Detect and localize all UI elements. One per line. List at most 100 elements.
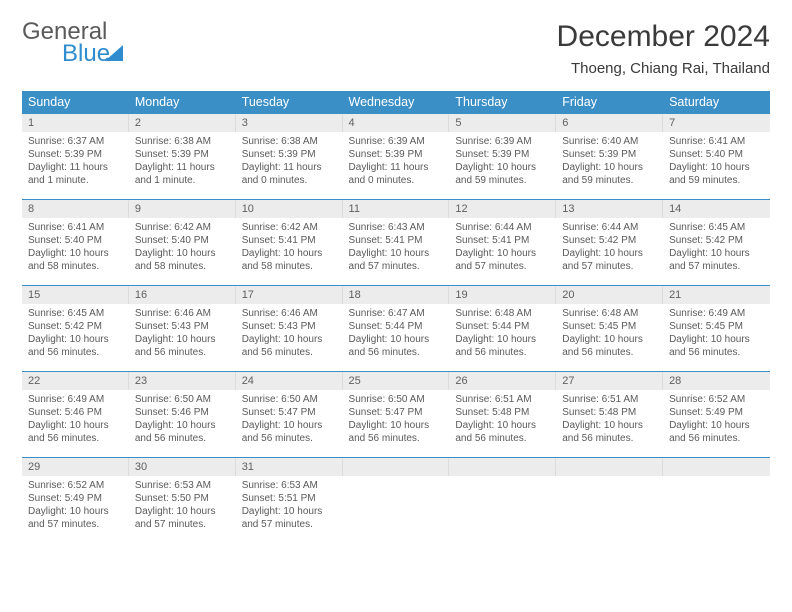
- weekday-header: Saturday: [663, 91, 770, 114]
- day-number: 12: [449, 200, 556, 218]
- day-content: [663, 476, 770, 533]
- sunrise-text: Sunrise: 6:42 AM: [135, 221, 230, 234]
- sunset-text: Sunset: 5:42 PM: [669, 234, 764, 247]
- weekday-header: Wednesday: [343, 91, 450, 114]
- day-content: Sunrise: 6:50 AMSunset: 5:46 PMDaylight:…: [129, 390, 236, 449]
- sunrise-text: Sunrise: 6:50 AM: [135, 393, 230, 406]
- day-content: Sunrise: 6:40 AMSunset: 5:39 PMDaylight:…: [556, 132, 663, 191]
- sunrise-text: Sunrise: 6:46 AM: [135, 307, 230, 320]
- day-content: Sunrise: 6:43 AMSunset: 5:41 PMDaylight:…: [343, 218, 450, 277]
- sunrise-text: Sunrise: 6:45 AM: [669, 221, 764, 234]
- day-cell: 3Sunrise: 6:38 AMSunset: 5:39 PMDaylight…: [236, 114, 343, 200]
- sunset-text: Sunset: 5:39 PM: [28, 148, 123, 161]
- day-content: Sunrise: 6:51 AMSunset: 5:48 PMDaylight:…: [449, 390, 556, 449]
- day-number: 29: [22, 458, 129, 476]
- sunrise-text: Sunrise: 6:37 AM: [28, 135, 123, 148]
- weekday-header: Tuesday: [236, 91, 343, 114]
- sunset-text: Sunset: 5:48 PM: [455, 406, 550, 419]
- day-content: Sunrise: 6:39 AMSunset: 5:39 PMDaylight:…: [343, 132, 450, 191]
- day-content: [449, 476, 556, 533]
- sunset-text: Sunset: 5:47 PM: [242, 406, 337, 419]
- day-cell: 18Sunrise: 6:47 AMSunset: 5:44 PMDayligh…: [343, 286, 450, 372]
- day-cell: 28Sunrise: 6:52 AMSunset: 5:49 PMDayligh…: [663, 372, 770, 458]
- day-number: 2: [129, 114, 236, 132]
- day-content: Sunrise: 6:46 AMSunset: 5:43 PMDaylight:…: [129, 304, 236, 363]
- sunset-text: Sunset: 5:41 PM: [349, 234, 444, 247]
- day-content: Sunrise: 6:37 AMSunset: 5:39 PMDaylight:…: [22, 132, 129, 191]
- day-number: 20: [556, 286, 663, 304]
- day-content: Sunrise: 6:50 AMSunset: 5:47 PMDaylight:…: [343, 390, 450, 449]
- daylight-text: Daylight: 10 hours and 56 minutes.: [455, 419, 550, 445]
- sunrise-text: Sunrise: 6:51 AM: [562, 393, 657, 406]
- daylight-text: Daylight: 11 hours and 0 minutes.: [349, 161, 444, 187]
- empty-cell: [449, 458, 556, 544]
- day-cell: 9Sunrise: 6:42 AMSunset: 5:40 PMDaylight…: [129, 200, 236, 286]
- daylight-text: Daylight: 10 hours and 56 minutes.: [669, 333, 764, 359]
- day-number: 11: [343, 200, 450, 218]
- sunset-text: Sunset: 5:42 PM: [562, 234, 657, 247]
- day-content: Sunrise: 6:52 AMSunset: 5:49 PMDaylight:…: [663, 390, 770, 449]
- day-cell: 2Sunrise: 6:38 AMSunset: 5:39 PMDaylight…: [129, 114, 236, 200]
- sunrise-text: Sunrise: 6:51 AM: [455, 393, 550, 406]
- sunset-text: Sunset: 5:50 PM: [135, 492, 230, 505]
- daylight-text: Daylight: 10 hours and 59 minutes.: [455, 161, 550, 187]
- sunrise-text: Sunrise: 6:40 AM: [562, 135, 657, 148]
- day-number: 1: [22, 114, 129, 132]
- day-number: [449, 458, 556, 476]
- day-content: Sunrise: 6:45 AMSunset: 5:42 PMDaylight:…: [22, 304, 129, 363]
- daylight-text: Daylight: 10 hours and 57 minutes.: [669, 247, 764, 273]
- sunrise-text: Sunrise: 6:45 AM: [28, 307, 123, 320]
- day-cell: 4Sunrise: 6:39 AMSunset: 5:39 PMDaylight…: [343, 114, 450, 200]
- sunset-text: Sunset: 5:45 PM: [562, 320, 657, 333]
- day-number: 22: [22, 372, 129, 390]
- daylight-text: Daylight: 10 hours and 56 minutes.: [562, 419, 657, 445]
- day-cell: 21Sunrise: 6:49 AMSunset: 5:45 PMDayligh…: [663, 286, 770, 372]
- day-cell: 14Sunrise: 6:45 AMSunset: 5:42 PMDayligh…: [663, 200, 770, 286]
- sunset-text: Sunset: 5:40 PM: [669, 148, 764, 161]
- sunrise-text: Sunrise: 6:44 AM: [562, 221, 657, 234]
- logo-text: General Blue: [22, 20, 123, 66]
- day-content: Sunrise: 6:39 AMSunset: 5:39 PMDaylight:…: [449, 132, 556, 191]
- day-cell: 12Sunrise: 6:44 AMSunset: 5:41 PMDayligh…: [449, 200, 556, 286]
- daylight-text: Daylight: 10 hours and 56 minutes.: [242, 333, 337, 359]
- day-content: Sunrise: 6:48 AMSunset: 5:45 PMDaylight:…: [556, 304, 663, 363]
- week-row: 22Sunrise: 6:49 AMSunset: 5:46 PMDayligh…: [22, 372, 770, 458]
- day-content: Sunrise: 6:44 AMSunset: 5:42 PMDaylight:…: [556, 218, 663, 277]
- day-number: 28: [663, 372, 770, 390]
- day-content: Sunrise: 6:38 AMSunset: 5:39 PMDaylight:…: [236, 132, 343, 191]
- sunrise-text: Sunrise: 6:50 AM: [349, 393, 444, 406]
- location-subtitle: Thoeng, Chiang Rai, Thailand: [557, 60, 770, 77]
- daylight-text: Daylight: 10 hours and 56 minutes.: [28, 419, 123, 445]
- day-number: 15: [22, 286, 129, 304]
- sunrise-text: Sunrise: 6:52 AM: [669, 393, 764, 406]
- day-cell: 11Sunrise: 6:43 AMSunset: 5:41 PMDayligh…: [343, 200, 450, 286]
- sunrise-text: Sunrise: 6:48 AM: [562, 307, 657, 320]
- sunset-text: Sunset: 5:46 PM: [28, 406, 123, 419]
- day-cell: 29Sunrise: 6:52 AMSunset: 5:49 PMDayligh…: [22, 458, 129, 544]
- day-cell: 22Sunrise: 6:49 AMSunset: 5:46 PMDayligh…: [22, 372, 129, 458]
- day-number: [663, 458, 770, 476]
- daylight-text: Daylight: 10 hours and 58 minutes.: [28, 247, 123, 273]
- daylight-text: Daylight: 10 hours and 57 minutes.: [135, 505, 230, 531]
- day-number: 23: [129, 372, 236, 390]
- day-number: 17: [236, 286, 343, 304]
- sunset-text: Sunset: 5:39 PM: [135, 148, 230, 161]
- day-number: 4: [343, 114, 450, 132]
- day-content: Sunrise: 6:41 AMSunset: 5:40 PMDaylight:…: [663, 132, 770, 191]
- day-cell: 25Sunrise: 6:50 AMSunset: 5:47 PMDayligh…: [343, 372, 450, 458]
- sunrise-text: Sunrise: 6:44 AM: [455, 221, 550, 234]
- sunset-text: Sunset: 5:42 PM: [28, 320, 123, 333]
- day-number: [556, 458, 663, 476]
- sunrise-text: Sunrise: 6:48 AM: [455, 307, 550, 320]
- header-bar: General Blue December 2024 Thoeng, Chian…: [22, 20, 770, 77]
- day-content: Sunrise: 6:51 AMSunset: 5:48 PMDaylight:…: [556, 390, 663, 449]
- day-content: Sunrise: 6:50 AMSunset: 5:47 PMDaylight:…: [236, 390, 343, 449]
- day-number: 30: [129, 458, 236, 476]
- sunset-text: Sunset: 5:41 PM: [242, 234, 337, 247]
- week-row: 8Sunrise: 6:41 AMSunset: 5:40 PMDaylight…: [22, 200, 770, 286]
- day-number: 16: [129, 286, 236, 304]
- day-cell: 16Sunrise: 6:46 AMSunset: 5:43 PMDayligh…: [129, 286, 236, 372]
- sunrise-text: Sunrise: 6:46 AM: [242, 307, 337, 320]
- day-cell: 19Sunrise: 6:48 AMSunset: 5:44 PMDayligh…: [449, 286, 556, 372]
- day-cell: 20Sunrise: 6:48 AMSunset: 5:45 PMDayligh…: [556, 286, 663, 372]
